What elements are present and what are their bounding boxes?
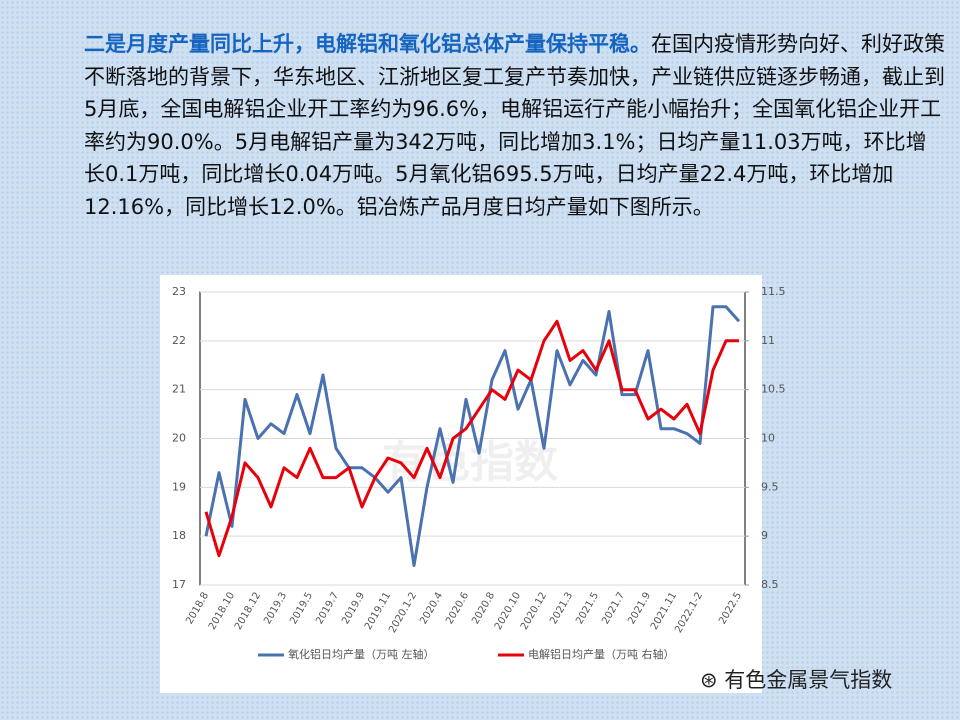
y2-tick-label: 11 xyxy=(761,334,775,347)
legend-label: 氧化铝日均产量（万吨 左轴） xyxy=(288,647,435,661)
y2-tick-label: 9.5 xyxy=(761,480,779,493)
y2-tick-label: 10 xyxy=(761,432,775,445)
series-line xyxy=(204,319,739,558)
footer: ⊛ 有色金属景气指数 xyxy=(700,668,893,692)
y-tick-label: 18 xyxy=(172,529,186,542)
y-tick-label: 23 xyxy=(172,285,186,298)
legend-label: 电解铝日均产量（万吨 右轴） xyxy=(528,647,675,661)
paragraph: 二是月度产量同比上升，电解铝和氧化铝总体产量保持平稳。在国内疫情形势向好、利好政… xyxy=(84,28,946,223)
y-tick-label: 22 xyxy=(172,334,186,347)
highlight: 二是月度产量同比上升，电解铝和氧化铝总体产量保持平稳。 xyxy=(84,32,651,56)
y-tick-label: 21 xyxy=(172,383,186,396)
y2-tick-label: 8.5 xyxy=(761,578,779,591)
y-tick-label: 17 xyxy=(172,578,186,591)
y2-tick-label: 11.5 xyxy=(761,285,786,298)
body-text: 在国内疫情形势向好、利好政策不断落地的背景下，华东地区、江浙地区复工复产节奏加快… xyxy=(84,32,945,219)
y-tick-label: 20 xyxy=(172,432,186,445)
series-line xyxy=(204,305,741,567)
y2-tick-label: 9 xyxy=(761,529,768,542)
y2-tick-label: 10.5 xyxy=(761,383,786,396)
y-tick-label: 19 xyxy=(172,480,186,493)
footer-text: 有色金属景气指数 xyxy=(724,668,893,692)
chart-watermark: 有色指数 xyxy=(382,437,558,488)
